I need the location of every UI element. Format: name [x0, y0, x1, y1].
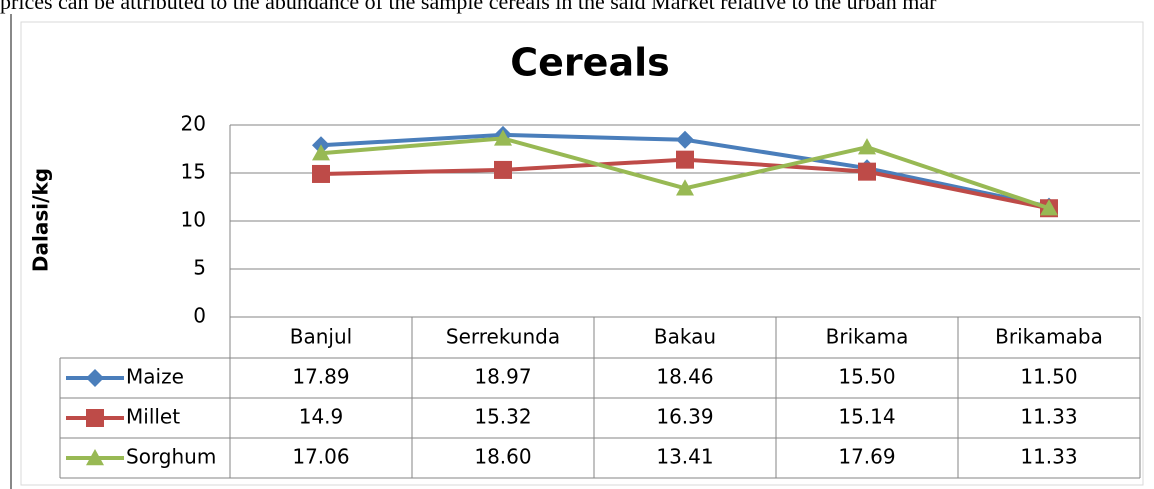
- table-value: 15.14: [838, 405, 895, 429]
- x-tick-label: Serrekunda: [446, 325, 560, 349]
- legend-label: Maize: [126, 365, 184, 389]
- table-value: 11.33: [1020, 405, 1077, 429]
- table-value: 13.41: [656, 445, 713, 469]
- x-tick-label: Brikamaba: [995, 325, 1103, 349]
- x-tick-label: Brikama: [826, 325, 909, 349]
- page-text: prices can be attributed to the abundanc…: [0, 0, 937, 14]
- table-value: 14.9: [299, 405, 344, 429]
- table-value: 18.60: [474, 445, 531, 469]
- table-value: 15.32: [474, 405, 531, 429]
- marker: [1040, 199, 1058, 216]
- table-value: 11.50: [1020, 365, 1077, 389]
- marker: [858, 138, 876, 155]
- y-tick-label: 0: [193, 304, 206, 328]
- marker: [312, 144, 330, 161]
- marker: [676, 150, 694, 169]
- y-axis-label: Dalasi/kg: [29, 168, 53, 272]
- marker: [312, 164, 330, 183]
- marker: [676, 179, 694, 196]
- marker: [858, 162, 876, 181]
- table-value: 11.33: [1020, 445, 1077, 469]
- marker: [494, 129, 512, 146]
- table-value: 18.46: [656, 365, 713, 389]
- chart-title: Cereals: [510, 41, 669, 85]
- table-value: 15.50: [838, 365, 895, 389]
- marker: [494, 160, 512, 179]
- y-tick-label: 5: [193, 256, 206, 280]
- marker: [86, 369, 104, 387]
- table-value: 16.39: [656, 405, 713, 429]
- x-tick-label: Banjul: [290, 325, 352, 349]
- legend-label: Millet: [126, 405, 180, 429]
- marker: [86, 449, 104, 466]
- table-value: 18.97: [474, 365, 531, 389]
- marker: [86, 409, 104, 427]
- x-tick-label: Bakau: [654, 325, 716, 349]
- table-value: 17.89: [292, 365, 349, 389]
- chart-frame: [20, 21, 1144, 486]
- y-tick-label: 10: [181, 208, 206, 232]
- y-tick-label: 15: [181, 160, 206, 184]
- y-tick-label: 20: [181, 112, 206, 136]
- marker: [676, 130, 694, 149]
- table-value: 17.69: [838, 445, 895, 469]
- table-value: 17.06: [292, 445, 349, 469]
- legend-label: Sorghum: [126, 445, 216, 469]
